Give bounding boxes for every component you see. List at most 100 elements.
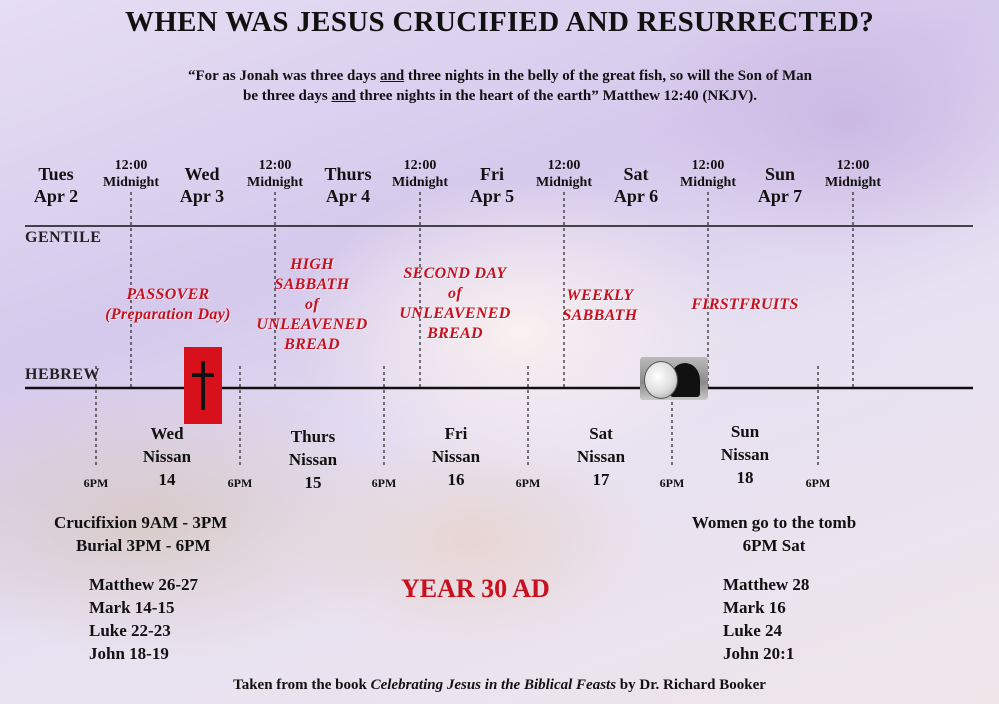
six-pm-label: 6PM <box>659 476 685 490</box>
midnight-label: 12:00 Midnight <box>668 157 748 191</box>
day-name: Thurs <box>324 164 372 184</box>
feast-line: HIGH <box>290 256 334 273</box>
feast-line: (Preparation Day) <box>105 306 231 323</box>
day-name: Sun <box>764 164 796 184</box>
hebrew-day-sat: Sat Nissan 17 <box>551 422 651 491</box>
hebrew-day-name: Fri <box>444 424 468 443</box>
empty-tomb-icon <box>640 357 708 400</box>
midnight-text: Midnight <box>824 175 881 190</box>
feast-high-sabbath: HIGH SABBATH of UNLEAVENED BREAD <box>237 255 387 355</box>
hebrew-month: Nissan <box>431 447 481 466</box>
six-pm-label: 6PM <box>227 476 253 490</box>
gentile-day-fri: Fri Apr 5 <box>457 163 527 207</box>
day-date: Apr 7 <box>757 186 803 206</box>
midnight-time: 12:00 <box>691 158 725 173</box>
feast-line: of <box>305 296 319 313</box>
quote-text: “For as Jonah was three days <box>188 68 380 84</box>
hebrew-day-name: Sat <box>589 424 613 443</box>
midnight-text: Midnight <box>679 175 736 190</box>
hebrew-month: Nissan <box>576 447 626 466</box>
day-date: Apr 3 <box>179 186 225 206</box>
feast-line: PASSOVER <box>126 286 210 303</box>
feast-line: BREAD <box>284 336 340 353</box>
midnight-label: 12:00 Midnight <box>91 157 171 191</box>
scripture-ref: Mark 16 <box>723 598 786 617</box>
right-scripture-refs: Matthew 28 Mark 16 Luke 24 John 20:1 <box>723 573 809 665</box>
quote-emphasis: and <box>379 68 405 84</box>
scripture-ref: John 18-19 <box>89 644 169 663</box>
scripture-ref: Matthew 26-27 <box>89 575 199 594</box>
midnight-time: 12:00 <box>403 158 437 173</box>
midnight-time: 12:00 <box>836 158 870 173</box>
scripture-ref: Luke 22-23 <box>89 621 171 640</box>
sunset-markers <box>95 366 819 468</box>
hebrew-day-wed: Wed Nissan 14 <box>117 422 217 491</box>
feast-firstfruits: FIRSTFRUITS <box>670 295 820 315</box>
feast-line: WEEKLY <box>566 287 634 304</box>
gentile-day-tues: Tues Apr 2 <box>21 163 91 207</box>
hebrew-day-name: Sun <box>730 422 760 441</box>
six-pm-label: 6PM <box>515 476 541 490</box>
midnight-text: Midnight <box>102 175 159 190</box>
midnight-text: Midnight <box>391 175 448 190</box>
feast-passover: PASSOVER (Preparation Day) <box>88 285 248 325</box>
scripture-quote: “For as Jonah was three days and three n… <box>100 66 900 106</box>
hebrew-day-thurs: Thurs Nissan 15 <box>263 425 363 494</box>
cross-beam-vertical <box>201 361 205 410</box>
quote-emphasis: and <box>331 88 356 104</box>
gentile-day-wed: Wed Apr 3 <box>167 163 237 207</box>
midnight-label: 12:00 Midnight <box>235 157 315 191</box>
quote-line-1: “For as Jonah was three days and three n… <box>100 66 900 86</box>
quote-text: three nights in the heart of the earth” … <box>355 88 757 104</box>
midnight-text: Midnight <box>246 175 303 190</box>
hebrew-day-number: 14 <box>158 470 176 489</box>
burial-time: Burial 3PM - 6PM <box>76 536 211 555</box>
midnight-label: 12:00 Midnight <box>380 157 460 191</box>
feast-line: of <box>448 285 462 302</box>
year-label: YEAR 30 AD <box>401 574 550 603</box>
scripture-ref: John 20:1 <box>723 644 795 663</box>
credit-suffix: by Dr. Richard Booker <box>616 677 766 693</box>
six-pm-label: 6PM <box>83 476 109 490</box>
quote-text: three nights in the belly of the great f… <box>404 68 812 84</box>
scripture-ref: Matthew 28 <box>723 575 810 594</box>
hebrew-month: Nissan <box>288 450 338 469</box>
day-name: Sat <box>623 164 649 184</box>
day-date: Apr 2 <box>33 186 79 206</box>
gentile-day-thurs: Thurs Apr 4 <box>313 163 383 207</box>
hebrew-day-number: 15 <box>304 473 322 492</box>
feast-line: SECOND DAY <box>403 265 507 282</box>
feast-line: BREAD <box>427 325 483 342</box>
scripture-ref: Luke 24 <box>723 621 783 640</box>
gentile-day-sun: Sun Apr 7 <box>745 163 815 207</box>
hebrew-day-name: Wed <box>150 424 184 443</box>
feast-line: UNLEAVENED <box>256 316 368 333</box>
midnight-label: 12:00 Midnight <box>813 157 893 191</box>
feast-second-day: SECOND DAY of UNLEAVENED BREAD <box>380 264 530 344</box>
midnight-time: 12:00 <box>547 158 581 173</box>
page-title: WHEN WAS JESUS CRUCIFIED AND RESURRECTED… <box>125 6 874 38</box>
six-pm-label: 6PM <box>805 476 831 490</box>
hebrew-day-name: Thurs <box>290 427 336 446</box>
credit-book-title: Celebrating Jesus in the Biblical Feasts <box>370 677 617 693</box>
hebrew-day-number: 18 <box>736 468 754 487</box>
tomb-stone <box>644 361 678 399</box>
left-scripture-refs: Matthew 26-27 Mark 14-15 Luke 22-23 John… <box>89 573 198 665</box>
hebrew-day-number: 16 <box>447 470 465 489</box>
hebrew-day-number: 17 <box>592 470 610 489</box>
hebrew-day-sun: Sun Nissan 18 <box>695 420 795 489</box>
cross-icon <box>184 347 222 424</box>
day-name: Fri <box>480 164 504 184</box>
day-date: Apr 4 <box>325 186 371 206</box>
day-date: Apr 6 <box>613 186 659 206</box>
gentile-day-sat: Sat Apr 6 <box>601 163 671 207</box>
day-name: Wed <box>184 164 220 184</box>
day-date: Apr 5 <box>469 186 515 206</box>
women-to-tomb: Women go to the tomb 6PM Sat <box>664 511 884 557</box>
feast-line: FIRSTFRUITS <box>691 296 799 313</box>
women-time: 6PM Sat <box>742 536 806 555</box>
midnight-time: 12:00 <box>114 158 148 173</box>
credit-prefix: Taken from the book <box>233 677 371 693</box>
